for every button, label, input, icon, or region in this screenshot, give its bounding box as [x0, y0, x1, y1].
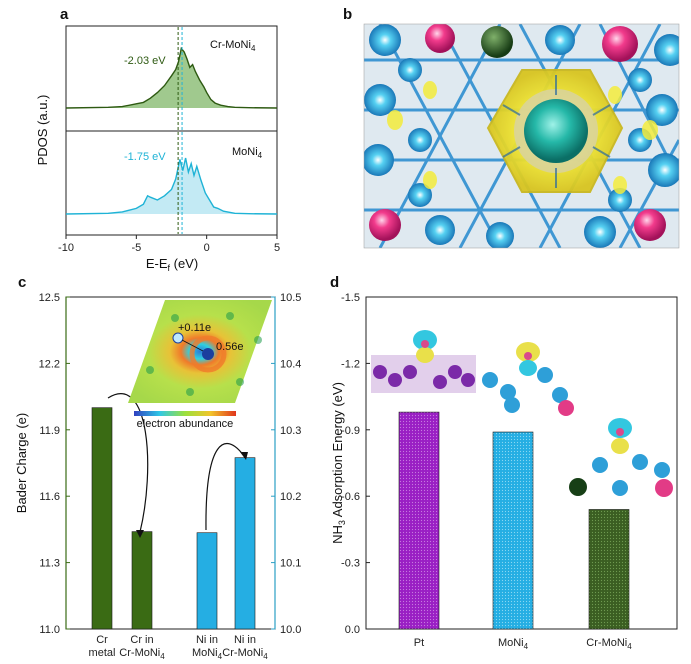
pdos-x-tick-label-3: 5: [274, 242, 280, 254]
pdos-x-tick-label-1: -5: [131, 242, 141, 254]
adsorption-y-tick-label-0: 0.0: [345, 624, 360, 636]
bader-left-tick-label-1: 11.3: [39, 558, 60, 570]
pt-structure-image: [371, 330, 476, 393]
bader-bar-3: [234, 457, 256, 630]
adsorption-bar-0: [398, 411, 440, 630]
bader-right-tick-label-3: 10.3: [280, 425, 301, 437]
charge-density-image: [364, 24, 679, 248]
bader-x-label-1-line1: Cr in: [130, 634, 153, 646]
colorbar-label: electron abundance: [137, 418, 234, 430]
bader-right-tick-label-5: 10.5: [280, 292, 301, 304]
charge-map-inset: +0.11e 0.56e electron abundance: [128, 300, 272, 430]
pdos-area-0: [66, 48, 277, 108]
bader-left-tick-label-4: 12.2: [39, 358, 60, 370]
bader-x-label-1-line2: Cr-MoNi4: [119, 647, 165, 661]
adsorption-y-tick-label-4: -1.2: [341, 358, 360, 370]
bader-right-tick-label-4: 10.4: [280, 358, 301, 370]
bader-right-tick-label-1: 10.1: [280, 558, 301, 570]
adsorption-y-tick-label-5: -1.5: [341, 292, 360, 304]
cr-moni4-structure-image: [569, 418, 673, 497]
adsorption-x-label-2: Cr-MoNi4: [586, 637, 632, 651]
moni4-structure-image: [482, 342, 574, 416]
bader-bar-2: [196, 532, 218, 630]
pdos-x-axis-label: E-Ef (eV): [146, 256, 198, 273]
adsorption-x-label-0: Pt: [414, 637, 424, 649]
bader-left-tick-label-5: 12.5: [39, 292, 60, 304]
bader-y-axis-label: Bader Charge (e): [14, 413, 29, 513]
panel-label-b: b: [343, 6, 352, 23]
pdos-chart: -10 -5 0 5 -2.03 eV -1.75 eV Cr-MoNi4 MoNi4…: [35, 25, 280, 273]
moni4-series-label: MoNi4: [232, 146, 263, 160]
adsorption-x-label-1: MoNi4: [498, 637, 529, 651]
cr-transfer-arrowhead: [136, 530, 144, 538]
bader-left-tick-label-3: 11.9: [39, 425, 60, 437]
inset-charge-b: 0.56e: [216, 341, 244, 353]
adsorption-y-axis-label: NH3 Adsorption Energy (eV): [330, 382, 347, 544]
nh3-adsorption-chart: 0.0 -0.3 -0.6 -0.9 -1.2 -1.5 Pt MoNi4 Cr-MoNi4: [330, 292, 678, 651]
bader-right-tick-label-2: 10.2: [280, 491, 301, 503]
bader-x-label-2-line2: MoNi4: [192, 647, 223, 661]
pdos-area-1: [66, 158, 277, 214]
pdos-x-tick-label-2: 0: [204, 242, 210, 254]
cr-transfer-arrow: [107, 393, 149, 533]
pdos-line-0: [65, 46, 278, 109]
adsorption-bar-2: [588, 509, 630, 630]
ni-transfer-arrowhead: [240, 452, 248, 460]
bader-x-label-3-line1: Ni in: [234, 634, 256, 646]
bader-x-label-3-line2: Cr-MoNi4: [222, 647, 268, 661]
adsorption-y-tick-label-2: -0.6: [341, 491, 360, 503]
panel-label-a: a: [60, 6, 69, 23]
adsorption-y-tick-label-3: -0.9: [341, 425, 360, 437]
pdos-bottom-frame: [65, 130, 278, 236]
ni-transfer-arrow: [205, 442, 245, 531]
cr-moni4-series-label: Cr-MoNi4: [210, 39, 256, 53]
bader-charge-chart: 11.0 11.3 11.6 11.9 12.2 12.5 10.0 10.1 10.2 10.3…: [14, 292, 301, 661]
moni4-d-band-label: -1.75 eV: [124, 151, 166, 163]
pdos-line-1: [65, 157, 278, 215]
bader-x-label-2-line1: Ni in: [196, 634, 218, 646]
panel-label-d: d: [330, 274, 339, 291]
adsorption-y-tick-label-1: -0.3: [341, 558, 360, 570]
bader-x-label-0-line2: metal: [89, 647, 116, 659]
pdos-x-tick-label-0: -10: [58, 242, 74, 254]
cr-moni4-d-band-label: -2.03 eV: [124, 55, 166, 67]
adsorption-bar-1: [492, 431, 534, 630]
bader-left-tick-label-0: 11.0: [39, 624, 60, 636]
bader-bar-1: [131, 531, 153, 630]
bader-right-tick-label-0: 10.0: [280, 624, 301, 636]
bader-bar-0: [91, 407, 113, 630]
bader-x-label-0-line1: Cr: [96, 634, 108, 646]
inset-charge-a: +0.11e: [178, 322, 211, 334]
bader-left-tick-label-2: 11.6: [39, 491, 60, 503]
pdos-y-axis-label: PDOS (a.u.): [35, 95, 50, 166]
electron-colorbar: [134, 411, 236, 416]
panel-label-c: c: [18, 274, 26, 291]
